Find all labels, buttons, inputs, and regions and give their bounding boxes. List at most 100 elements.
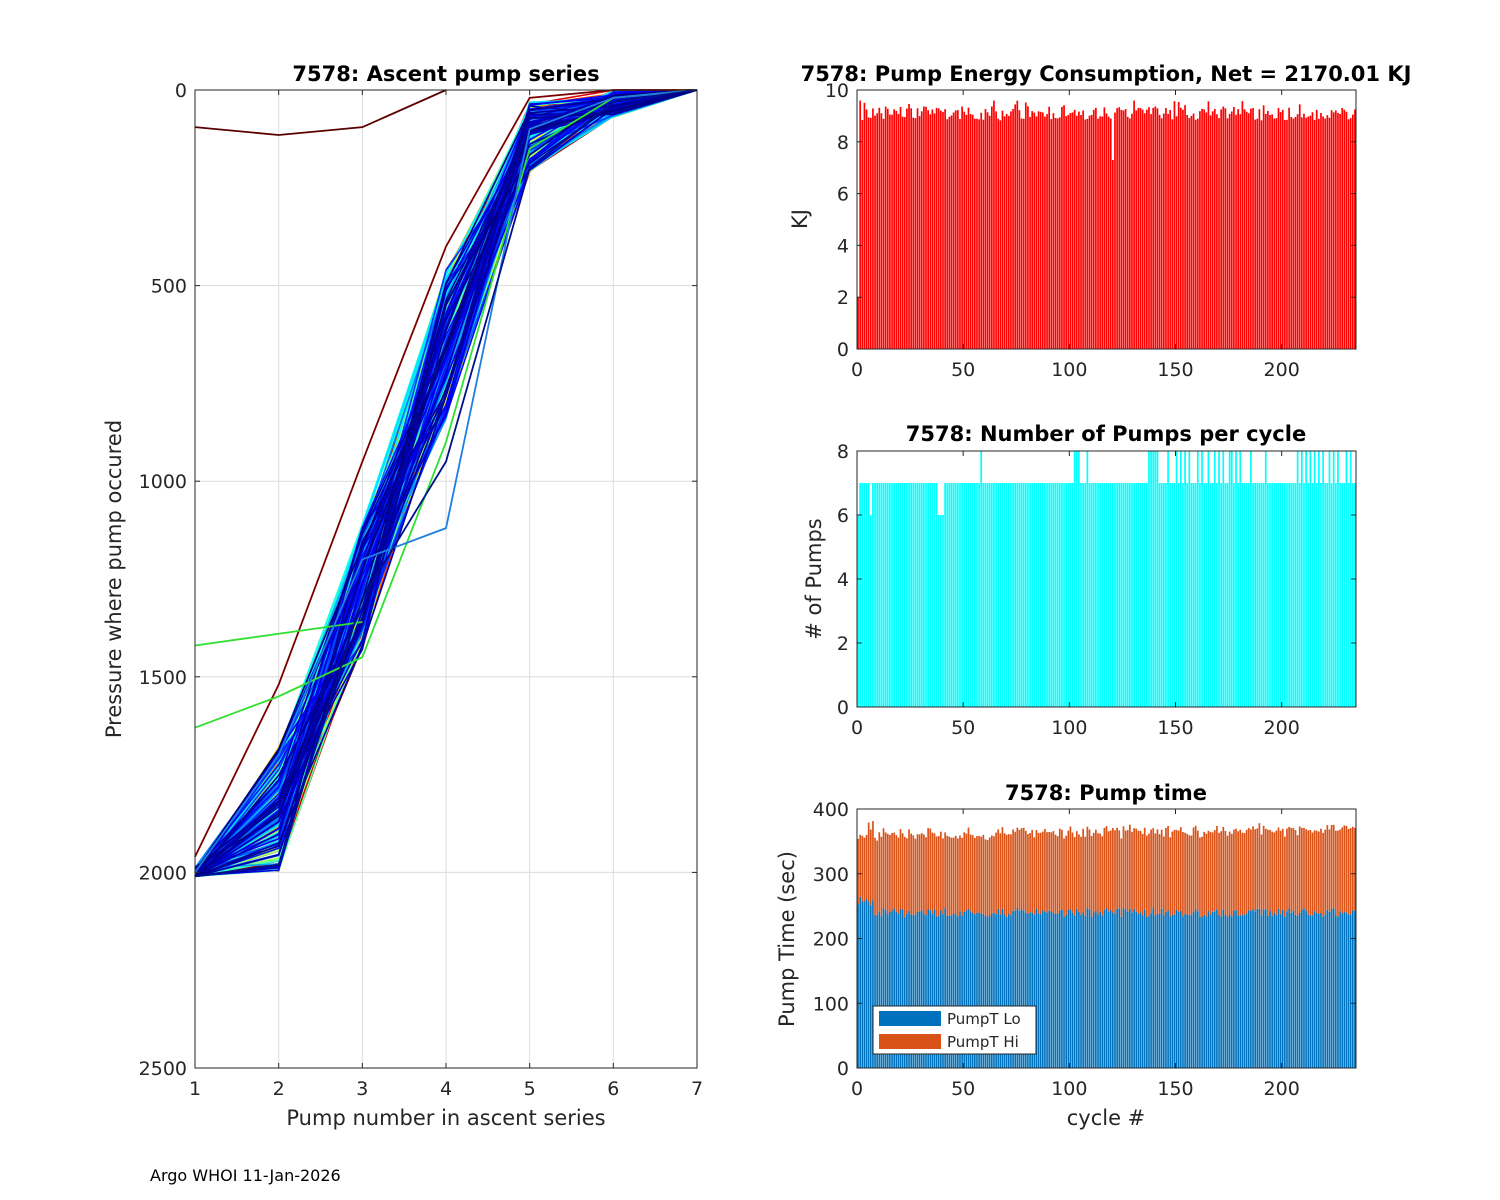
- pumptime-bar-lo: [1235, 910, 1237, 1068]
- pumptime-bar-lo: [1131, 912, 1133, 1068]
- pumptime-bar-lo: [918, 911, 921, 1068]
- pumptime-bar-lo: [876, 915, 879, 1068]
- energy-bar: [1317, 118, 1320, 349]
- energy-bar: [1354, 109, 1356, 349]
- numpumps-bar: [1116, 483, 1118, 707]
- pumptime-bar-hi: [1351, 826, 1354, 911]
- energy-bar: [969, 114, 972, 350]
- pumptime-bar-lo: [1207, 910, 1210, 1068]
- pumptime-bar-lo: [906, 913, 908, 1068]
- numpumps-bar: [1298, 483, 1301, 707]
- pumptime-bar-hi: [950, 837, 953, 916]
- x-tick-label: 50: [951, 359, 975, 381]
- pumptime-bar-lo: [1173, 914, 1176, 1068]
- pumptime-bar-hi: [1292, 827, 1295, 911]
- pumptime-bar-hi: [1267, 829, 1269, 916]
- pumptime-bar-lo: [1230, 916, 1233, 1068]
- pumptime-bar-lo: [1288, 908, 1290, 1068]
- energy-bar: [961, 106, 963, 350]
- pumptime-bar-hi: [933, 833, 936, 910]
- pumptime-legend: PumpT Lo PumpT Hi: [872, 1005, 1037, 1055]
- pumptime-bar-lo: [1305, 910, 1307, 1068]
- y-tick-label: 4: [837, 569, 849, 591]
- energy-bar: [1069, 113, 1072, 350]
- energy-bar: [1139, 108, 1142, 349]
- energy-bar: [1148, 107, 1150, 349]
- ascent-title: 7578: Ascent pump series: [292, 62, 599, 86]
- energy-bar: [1024, 102, 1027, 349]
- numpumps-bar: [961, 483, 963, 707]
- pumptime-bar-hi: [906, 838, 908, 914]
- numpumps-bar: [1169, 483, 1172, 707]
- numpumps-bar: [1252, 483, 1254, 707]
- x-tick-label: 200: [1264, 1078, 1300, 1100]
- pumptime-bar-lo: [895, 911, 898, 1068]
- pumptime-bar-hi: [1286, 828, 1288, 912]
- numpumps-bar: [1211, 483, 1214, 707]
- energy-bar: [1334, 110, 1337, 349]
- pumptime-bar-lo: [952, 913, 955, 1068]
- pumptime-bar-lo: [874, 914, 876, 1068]
- pumptime-bar-lo: [1307, 914, 1310, 1068]
- pumptime-bar-lo: [1211, 911, 1214, 1068]
- numpumps-bar: [980, 451, 983, 707]
- pumptime-bar-hi: [1037, 832, 1040, 914]
- ascent-series-line: [194, 89, 698, 873]
- numpumps-bar: [1016, 483, 1019, 707]
- numpumps-title: 7578: Number of Pumps per cycle: [906, 422, 1306, 446]
- numpumps-bar: [925, 483, 927, 707]
- pumptime-bar-hi: [1343, 825, 1346, 912]
- pumptime-bar-hi: [880, 836, 883, 917]
- numpumps-bar: [1024, 483, 1027, 707]
- pumptime-bar-lo: [1041, 910, 1044, 1068]
- legend-label-lo: PumpT Lo: [947, 1010, 1021, 1028]
- pumptime-bar-hi: [965, 833, 968, 911]
- y-tick-label: 10: [825, 80, 849, 102]
- pumptime-bar-lo: [1354, 910, 1356, 1068]
- numpumps-bar: [867, 483, 870, 707]
- pumptime-bar-lo: [1201, 917, 1203, 1068]
- pumptime-bar-lo: [1050, 911, 1053, 1068]
- pumptime-bar-hi: [1044, 829, 1046, 912]
- pumptime-bar-hi: [1239, 829, 1242, 916]
- pumptime-bar-lo: [901, 909, 904, 1068]
- numpumps-bar: [1196, 451, 1199, 707]
- energy-bar: [935, 107, 938, 349]
- numpumps-bar: [1267, 483, 1269, 707]
- pumptime-bar-lo: [984, 915, 987, 1068]
- numpumps-bar: [1156, 451, 1159, 707]
- numpumps-bar: [1041, 483, 1044, 707]
- pumptime-bar-lo: [1156, 914, 1159, 1068]
- pumptime-bar-lo: [1003, 914, 1006, 1068]
- numpumps-bar: [1320, 483, 1322, 707]
- numpumps-bar: [1226, 483, 1229, 707]
- pumptime-bar-hi: [952, 837, 955, 914]
- energy-bar: [1230, 111, 1233, 349]
- numpumps-bar: [1086, 451, 1089, 707]
- energy-bar: [925, 106, 927, 349]
- energy-bar: [967, 107, 970, 349]
- energy-bar: [993, 100, 995, 349]
- energy-bar: [1165, 108, 1167, 350]
- energy-bar: [1301, 117, 1303, 349]
- pumptime-bar-lo: [1188, 915, 1191, 1068]
- pumptime-title: 7578: Pump time: [1005, 781, 1207, 805]
- y-tick-label: 0: [837, 339, 849, 361]
- pumptime-bar-hi: [1203, 831, 1206, 915]
- pumptime-bar-hi: [865, 834, 868, 899]
- numpumps-bar: [1224, 483, 1227, 707]
- numpumps-bar: [906, 483, 908, 707]
- energy-bar: [1073, 109, 1076, 349]
- energy-bar: [965, 114, 968, 349]
- pumptime-bar-hi: [1126, 830, 1129, 912]
- numpumps-bar: [1324, 483, 1327, 707]
- numpumps-bar: [1279, 483, 1282, 707]
- energy-bar: [1345, 111, 1348, 349]
- energy-bar: [944, 109, 946, 349]
- pumptime-bar-lo: [950, 915, 953, 1068]
- numpumps-bar: [984, 483, 987, 707]
- pumptime-bar-lo: [993, 912, 995, 1068]
- energy-bar: [990, 106, 993, 349]
- pumptime-bar-lo: [1273, 912, 1276, 1068]
- numpumps-bar: [1133, 483, 1135, 707]
